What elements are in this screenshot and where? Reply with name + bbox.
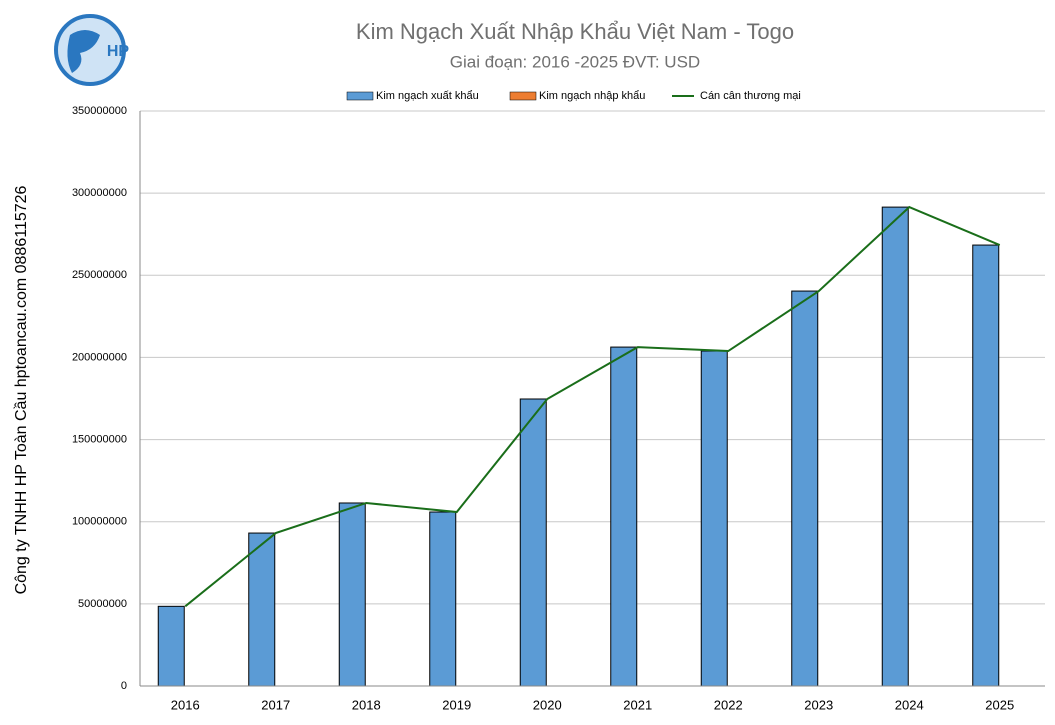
y-tick-label: 150000000: [72, 433, 127, 445]
legend-label: Cán cân thương mại: [700, 90, 801, 102]
bar: [157, 605, 185, 687]
y-tick-label: 250000000: [72, 269, 127, 281]
chart-subtitle: Giai đoạn: 2016 -2025 ĐVT: USD: [450, 52, 700, 71]
bar: [791, 290, 819, 687]
x-tick-label: 2018: [352, 697, 381, 712]
bar: [248, 532, 276, 687]
x-tick-label: 2022: [714, 697, 743, 712]
x-tick-label: 2023: [804, 697, 833, 712]
logo-text: HP: [107, 43, 130, 60]
y-tick-label: 350000000: [72, 105, 127, 117]
legend-label: Kim ngạch nhập khẩu: [539, 90, 645, 102]
bar: [519, 398, 547, 687]
y-tick-label: 200000000: [72, 351, 127, 363]
x-tick-label: 2025: [985, 697, 1014, 712]
x-tick-label: 2020: [533, 697, 562, 712]
x-tick-label: 2021: [623, 697, 652, 712]
side-note: Công ty TNHH HP Toàn Cầu hptoancau.com 0…: [13, 185, 30, 594]
y-tick-label: 50000000: [78, 598, 127, 610]
bar: [700, 350, 728, 687]
x-tick-label: 2017: [261, 697, 290, 712]
bar: [429, 511, 457, 687]
y-tick-label: 300000000: [72, 187, 127, 199]
x-tick-label: 2019: [442, 697, 471, 712]
bar: [881, 206, 909, 687]
y-tick-label: 100000000: [72, 516, 127, 528]
x-tick-label: 2024: [895, 697, 924, 712]
bar: [338, 502, 366, 687]
x-tick-label: 2016: [171, 697, 200, 712]
chart-title: Kim Ngạch Xuất Nhập Khẩu Việt Nam - Togo: [356, 19, 794, 44]
y-tick-label: 0: [121, 680, 127, 692]
legend-label: Kim ngạch xuất khẩu: [376, 90, 479, 102]
line: [184, 205, 1001, 608]
legend-swatch: [509, 91, 537, 101]
bar: [972, 244, 1000, 687]
bar: [610, 346, 638, 687]
legend-swatch: [346, 91, 374, 101]
logo-land: [67, 30, 100, 73]
logo: HP: [54, 14, 130, 86]
